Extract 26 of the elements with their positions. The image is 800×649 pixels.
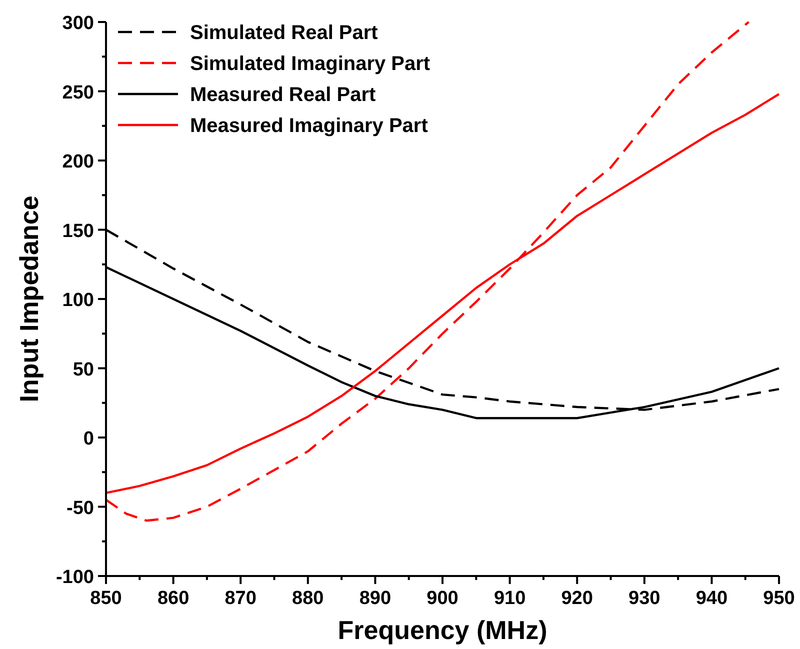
y-tick-label: 50 [72, 359, 94, 380]
x-tick-label: 950 [763, 588, 795, 609]
x-tick-label: 900 [426, 588, 458, 609]
x-tick-label: 930 [628, 588, 660, 609]
x-tick-label: 890 [359, 588, 392, 609]
x-tick-label: 940 [696, 588, 728, 609]
x-tick-label: 920 [561, 588, 593, 609]
y-tick-label: 200 [62, 152, 94, 172]
legend-label: Measured Real Part [190, 84, 376, 106]
legend-label: Simulated Imaginary Part [190, 53, 430, 75]
x-tick-label: 910 [494, 588, 526, 609]
x-tick-label: 850 [90, 588, 122, 609]
x-tick-label: 860 [157, 588, 190, 609]
x-axis-title: Frequency (MHz) [338, 615, 548, 645]
x-tick-label: 880 [292, 588, 324, 609]
y-tick-label: 250 [62, 82, 94, 104]
y-axis-title: Input Impedance [14, 196, 44, 402]
y-tick-label: 300 [62, 13, 94, 34]
legend-label: Measured Imaginary Part [190, 115, 428, 137]
y-tick-label: -50 [66, 498, 94, 519]
legend-label: Simulated Real Part [190, 22, 378, 44]
y-tick-label: -100 [56, 567, 94, 588]
x-tick-label: 870 [224, 588, 256, 609]
y-tick-label: 150 [62, 220, 94, 242]
y-tick-label: 100 [62, 290, 94, 311]
y-tick-label: 0 [83, 428, 94, 450]
